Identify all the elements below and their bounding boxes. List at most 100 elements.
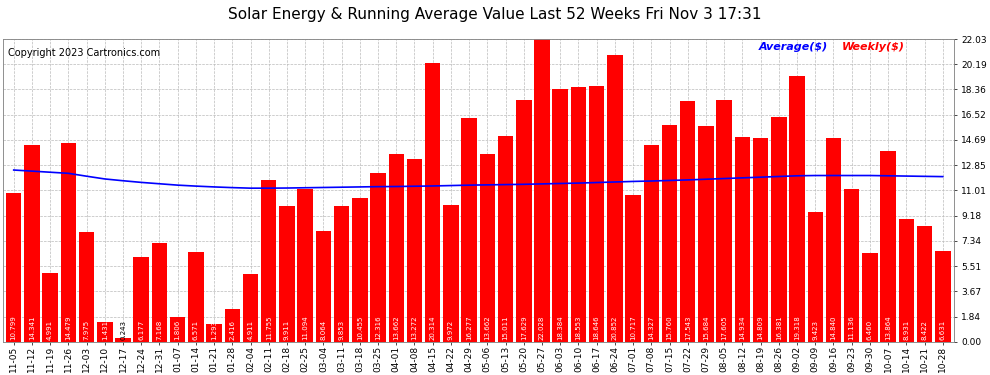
Text: 9.853: 9.853 <box>339 320 345 340</box>
Bar <box>24 145 40 342</box>
Bar <box>6 194 22 342</box>
Bar <box>188 252 204 342</box>
Bar <box>370 172 386 342</box>
Text: 1.293: 1.293 <box>211 320 217 340</box>
Text: 6.460: 6.460 <box>867 320 873 340</box>
Bar <box>680 101 696 342</box>
Bar <box>388 154 404 342</box>
Text: 7.168: 7.168 <box>156 320 162 340</box>
Bar <box>552 89 568 342</box>
Text: 22.028: 22.028 <box>539 316 545 340</box>
Bar <box>170 317 185 342</box>
Bar <box>261 180 276 342</box>
Bar <box>79 232 94 342</box>
Text: Copyright 2023 Cartronics.com: Copyright 2023 Cartronics.com <box>8 48 159 58</box>
Text: 11.094: 11.094 <box>302 315 308 340</box>
Text: 11.136: 11.136 <box>848 315 854 340</box>
Bar <box>316 231 331 342</box>
Bar <box>771 117 787 342</box>
Bar <box>607 55 623 342</box>
Text: 13.864: 13.864 <box>885 315 891 340</box>
Text: 12.316: 12.316 <box>375 315 381 340</box>
Bar <box>589 86 605 342</box>
Text: 14.341: 14.341 <box>29 316 35 340</box>
Bar <box>698 126 714 342</box>
Text: 15.011: 15.011 <box>503 315 509 340</box>
Bar <box>352 198 367 342</box>
Bar <box>115 339 131 342</box>
Text: 14.327: 14.327 <box>648 316 654 340</box>
Bar <box>570 87 586 342</box>
Bar <box>661 125 677 342</box>
Text: 0.243: 0.243 <box>120 320 126 340</box>
Text: 20.852: 20.852 <box>612 316 618 340</box>
Bar <box>461 118 477 342</box>
Bar <box>626 195 641 342</box>
Bar <box>151 243 167 342</box>
Text: 9.972: 9.972 <box>447 320 454 340</box>
Bar <box>97 322 113 342</box>
Bar <box>826 138 842 342</box>
Text: 9.423: 9.423 <box>812 320 819 340</box>
Bar <box>498 135 513 342</box>
Bar <box>43 273 57 342</box>
Text: 16.277: 16.277 <box>466 315 472 340</box>
Bar <box>935 251 950 342</box>
Bar <box>134 257 148 342</box>
Text: Solar Energy & Running Average Value Last 52 Weeks Fri Nov 3 17:31: Solar Energy & Running Average Value Las… <box>229 8 761 22</box>
Bar <box>479 154 495 342</box>
Bar <box>60 143 76 342</box>
Bar <box>808 212 823 342</box>
Text: 2.416: 2.416 <box>230 320 236 340</box>
Text: 4.911: 4.911 <box>248 320 253 340</box>
Bar <box>644 145 659 342</box>
Text: 8.931: 8.931 <box>903 320 910 340</box>
Text: 1.806: 1.806 <box>174 320 180 340</box>
Bar <box>425 63 441 342</box>
Text: 10.717: 10.717 <box>630 315 637 340</box>
Text: 6.571: 6.571 <box>193 320 199 340</box>
Bar <box>752 138 768 342</box>
Bar <box>880 151 896 342</box>
Text: 13.272: 13.272 <box>412 316 418 340</box>
Bar <box>862 253 878 342</box>
Text: 15.684: 15.684 <box>703 316 709 340</box>
Text: 16.381: 16.381 <box>776 315 782 340</box>
Bar <box>279 206 295 342</box>
Text: 17.605: 17.605 <box>721 315 728 340</box>
Bar <box>917 226 933 342</box>
Bar <box>407 159 422 342</box>
Text: 7.975: 7.975 <box>83 320 89 340</box>
Text: 15.760: 15.760 <box>666 315 672 340</box>
Text: 17.629: 17.629 <box>521 315 527 340</box>
Text: 8.422: 8.422 <box>922 320 928 340</box>
Bar <box>297 189 313 342</box>
Bar <box>843 189 859 342</box>
Text: 13.662: 13.662 <box>484 315 490 340</box>
Bar <box>243 274 258 342</box>
Text: 10.799: 10.799 <box>11 315 17 340</box>
Text: 14.479: 14.479 <box>65 316 71 340</box>
Bar <box>535 39 549 342</box>
Bar <box>789 76 805 342</box>
Text: 14.934: 14.934 <box>740 316 745 340</box>
Text: 6.631: 6.631 <box>940 320 945 340</box>
Text: 17.543: 17.543 <box>685 316 691 340</box>
Bar <box>516 99 532 342</box>
Text: 11.755: 11.755 <box>265 316 271 340</box>
Bar <box>735 136 750 342</box>
Bar <box>225 309 240 342</box>
Text: 1.431: 1.431 <box>102 320 108 340</box>
Text: Weekly($): Weekly($) <box>842 42 905 52</box>
Text: 18.646: 18.646 <box>594 315 600 340</box>
Bar <box>899 219 914 342</box>
Text: 18.384: 18.384 <box>557 315 563 340</box>
Text: Average($): Average($) <box>758 42 828 52</box>
Bar <box>206 324 222 342</box>
Bar <box>444 205 458 342</box>
Text: 4.991: 4.991 <box>48 320 53 340</box>
Text: 14.809: 14.809 <box>757 315 763 340</box>
Text: 8.064: 8.064 <box>321 320 327 340</box>
Text: 19.318: 19.318 <box>794 315 800 340</box>
Text: 13.662: 13.662 <box>393 315 399 340</box>
